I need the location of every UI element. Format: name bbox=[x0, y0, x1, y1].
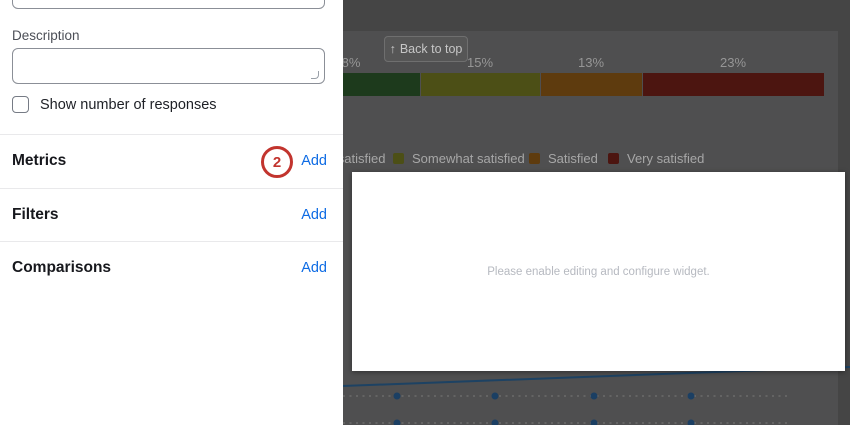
comparisons-label: Comparisons bbox=[12, 259, 112, 277]
bar-percent-label: 8% bbox=[341, 55, 361, 70]
bar-segment-very-satisfied bbox=[642, 73, 824, 96]
bar-segment-somewhat-satisfied bbox=[420, 73, 540, 96]
back-to-top-label: Back to top bbox=[399, 42, 463, 56]
legend-label: Somewhat satisfied bbox=[412, 151, 525, 166]
legend-swatch bbox=[529, 153, 540, 164]
back-to-top-button[interactable]: ↑ Back to top bbox=[384, 36, 468, 62]
add-metric-link[interactable]: Add bbox=[301, 153, 327, 170]
annotation-step-badge: 2 bbox=[261, 146, 293, 178]
show-responses-row[interactable]: Show number of responses bbox=[12, 96, 217, 113]
widget-edit-panel: Description Show number of responses Met… bbox=[0, 0, 343, 425]
data-point bbox=[491, 392, 499, 400]
legend-item: Very satisfied bbox=[608, 151, 704, 166]
data-point bbox=[687, 419, 695, 425]
bar-percent-label: 15% bbox=[466, 55, 494, 70]
bar-segment-satisfied bbox=[540, 73, 642, 96]
title-input[interactable] bbox=[12, 0, 325, 9]
description-label: Description bbox=[12, 28, 80, 43]
show-responses-label: Show number of responses bbox=[40, 96, 217, 113]
metrics-label: Metrics bbox=[12, 152, 67, 170]
add-comparison-link[interactable]: Add bbox=[301, 260, 327, 277]
widget-placeholder-box: Please enable editing and configure widg… bbox=[352, 172, 845, 371]
data-point bbox=[590, 419, 598, 425]
filters-label: Filters bbox=[12, 205, 59, 223]
bar-percent-label: 23% bbox=[719, 55, 747, 70]
section-filters: Filters Add bbox=[0, 187, 343, 242]
bar-percent-label: 13% bbox=[577, 55, 605, 70]
data-point bbox=[393, 419, 401, 425]
data-point bbox=[590, 392, 598, 400]
description-textarea[interactable] bbox=[12, 48, 325, 84]
legend-item: Satisfied bbox=[529, 151, 598, 166]
resize-grip-icon[interactable] bbox=[311, 71, 319, 79]
legend-swatch bbox=[608, 153, 619, 164]
legend-swatch bbox=[393, 153, 404, 164]
show-responses-checkbox[interactable] bbox=[12, 96, 29, 113]
legend-label: Very satisfied bbox=[627, 151, 705, 166]
add-filter-link[interactable]: Add bbox=[301, 206, 327, 223]
section-comparisons: Comparisons Add bbox=[0, 241, 343, 295]
data-point bbox=[687, 392, 695, 400]
legend-item: Somewhat satisfied bbox=[393, 151, 525, 166]
data-point bbox=[491, 419, 499, 425]
widget-placeholder-message: Please enable editing and configure widg… bbox=[487, 265, 710, 278]
panel-sections: Metrics 2 Add Filters Add Comparisons Ad… bbox=[0, 134, 343, 295]
section-metrics: Metrics 2 Add bbox=[0, 134, 343, 188]
legend-label: Satisfied bbox=[548, 151, 598, 166]
arrow-up-icon: ↑ bbox=[389, 42, 396, 56]
data-point bbox=[393, 392, 401, 400]
